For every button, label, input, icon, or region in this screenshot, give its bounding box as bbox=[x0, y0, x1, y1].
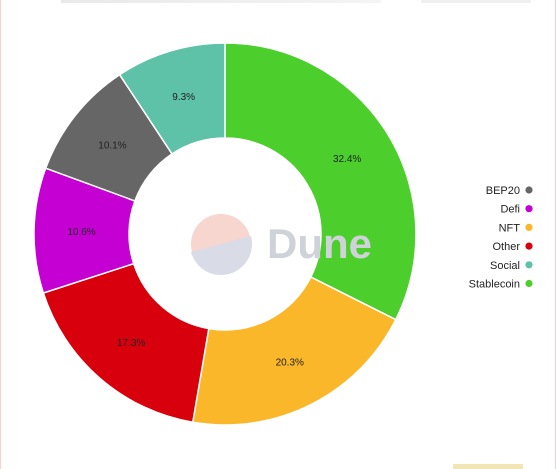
slice-label-stablecoin: 32.4% bbox=[333, 154, 361, 165]
slice-label-other: 17.3% bbox=[117, 338, 145, 349]
slice-label-defi: 10.6% bbox=[67, 227, 95, 238]
header-strip-right bbox=[421, 0, 531, 3]
legend-marker-bep20 bbox=[525, 186, 533, 194]
slice-labels-group: 32.4% 20.3% 17.3% 10.6% 10.1% 9.3% bbox=[67, 92, 361, 368]
slice-nft[interactable] bbox=[191, 276, 397, 426]
slice-social[interactable] bbox=[118, 42, 226, 155]
slices-group bbox=[33, 42, 417, 426]
legend-item-social[interactable]: Social bbox=[490, 260, 520, 272]
slice-label-bep20: 10.1% bbox=[98, 140, 126, 151]
legend-item-other[interactable]: Other bbox=[492, 241, 520, 253]
legend-item-stablecoin[interactable]: Stablecoin bbox=[469, 279, 520, 291]
dune-logo-icon bbox=[191, 214, 253, 276]
watermark-text: Dune bbox=[267, 220, 372, 267]
legend-marker-other bbox=[525, 242, 533, 250]
legend-marker-social bbox=[525, 261, 533, 269]
legend-item-defi[interactable]: Defi bbox=[500, 204, 520, 216]
legend-item-bep20[interactable]: BEP20 bbox=[486, 185, 520, 197]
legend-marker-nft bbox=[525, 223, 533, 231]
legend-marker-defi bbox=[525, 205, 533, 213]
watermark-group: Dune bbox=[191, 214, 372, 276]
slice-stablecoin[interactable] bbox=[224, 42, 417, 321]
slice-label-social: 9.3% bbox=[172, 92, 195, 103]
slice-other[interactable] bbox=[42, 262, 210, 424]
legend: BEP20 Defi NFT Other Social Stablecoin bbox=[469, 185, 533, 291]
slice-label-nft: 20.3% bbox=[276, 358, 304, 369]
corner-mark bbox=[453, 464, 523, 469]
header-strip bbox=[61, 0, 381, 3]
legend-item-nft[interactable]: NFT bbox=[499, 222, 521, 234]
legend-marker-stablecoin bbox=[525, 279, 533, 288]
